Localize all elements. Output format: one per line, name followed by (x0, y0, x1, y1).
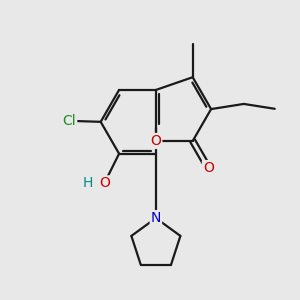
Text: O: O (203, 161, 214, 175)
Text: H: H (83, 176, 93, 190)
Text: Cl: Cl (63, 114, 76, 128)
Text: O: O (151, 134, 161, 148)
Text: N: N (151, 211, 161, 225)
Text: O: O (99, 176, 110, 190)
